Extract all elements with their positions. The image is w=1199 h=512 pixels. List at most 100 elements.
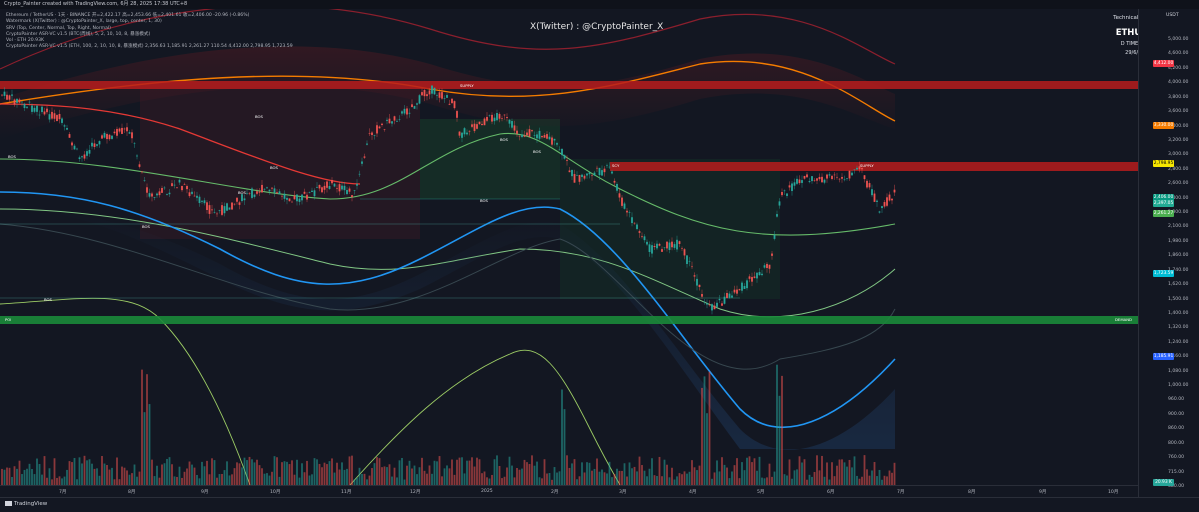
volume-bar xyxy=(621,470,623,485)
candle-body xyxy=(256,191,258,194)
volume-bar xyxy=(158,477,161,485)
volume-bar xyxy=(413,465,416,485)
price-axis[interactable] xyxy=(1138,9,1199,497)
volume-bar xyxy=(741,462,743,485)
volume-bar xyxy=(806,479,808,485)
candle-body xyxy=(673,244,676,248)
volume-bar xyxy=(451,459,453,485)
price-label: 4,412.00 xyxy=(1153,60,1174,67)
candle-body xyxy=(506,117,508,119)
bos-label: BOS xyxy=(142,224,150,229)
candle-body xyxy=(351,195,353,198)
volume-bar xyxy=(616,468,618,485)
candle-body xyxy=(438,92,441,98)
volume-bar xyxy=(96,468,98,485)
volume-bar xyxy=(121,466,123,485)
volume-bar xyxy=(48,468,51,485)
candle-body xyxy=(291,201,293,203)
volume-bar xyxy=(336,462,338,485)
candle-body xyxy=(481,123,483,126)
volume-bar xyxy=(486,477,488,485)
volume-bar xyxy=(716,460,718,485)
volume-bar xyxy=(651,458,653,485)
volume-bar xyxy=(491,474,493,485)
candle-body xyxy=(261,184,263,193)
volume-bar xyxy=(853,456,856,485)
candle-body xyxy=(1,94,3,96)
candle-body xyxy=(511,121,513,128)
candle-body xyxy=(841,176,843,179)
candle-body xyxy=(688,260,691,262)
time-tick: 2月 xyxy=(551,490,559,495)
price-tick: 4,600.00 xyxy=(1168,51,1189,57)
volume-bar xyxy=(111,467,113,485)
tradingview-brand: TradingView xyxy=(14,501,48,507)
price-tick: 3,400.00 xyxy=(1168,123,1189,129)
candle-body xyxy=(478,121,481,125)
time-axis[interactable] xyxy=(0,485,1138,497)
candle-body xyxy=(268,189,271,192)
candle-body xyxy=(136,155,138,157)
candle-body xyxy=(221,205,223,215)
candle-body xyxy=(168,192,171,195)
volume-bar xyxy=(218,474,221,485)
candle-body xyxy=(266,187,268,189)
candle-body xyxy=(281,195,283,197)
orange-line xyxy=(0,60,896,122)
volume-bar xyxy=(678,473,681,485)
volume-bar xyxy=(201,461,203,485)
candle-body xyxy=(98,141,101,145)
candle-body xyxy=(556,143,558,145)
candle-body xyxy=(51,111,53,119)
volume-bar xyxy=(443,468,446,485)
volume-bar xyxy=(876,476,878,485)
candle-body xyxy=(226,203,228,211)
candle-body xyxy=(28,101,31,103)
candle-body xyxy=(533,135,536,136)
volume-bar xyxy=(191,464,193,485)
candle-body xyxy=(743,285,746,289)
lower-band-outer xyxy=(0,223,896,370)
candle-body xyxy=(596,167,598,169)
candle-body xyxy=(11,94,13,96)
legend-volume-line[interactable]: Vol · ETH 20.93K xyxy=(6,38,45,44)
volume-bar xyxy=(366,479,368,485)
volume-bar xyxy=(713,472,716,485)
candle-body xyxy=(463,128,466,135)
price-chart[interactable] xyxy=(0,9,1138,485)
volume-bar xyxy=(223,470,226,485)
volume-bar xyxy=(23,469,26,485)
legend-symbol-line[interactable]: Ethereum / TetherUS · 1天 · BINANCE 开=2,4… xyxy=(6,13,250,18)
volume-bar xyxy=(573,459,576,485)
candle-body xyxy=(76,148,78,150)
candle-body xyxy=(331,180,333,184)
candle-body xyxy=(398,119,401,120)
tradingview-logo[interactable]: TradingView xyxy=(5,501,47,507)
candle-body xyxy=(821,176,823,183)
candle-body xyxy=(528,129,531,137)
candle-body xyxy=(386,119,388,121)
volume-bar xyxy=(138,471,141,485)
candle-body xyxy=(236,197,238,202)
price-tick: 2,400.00 xyxy=(1168,195,1189,201)
legend-asr-eth-line[interactable]: CryptoPainter ASR-VC v1.5 (ETH, 100, 2, … xyxy=(6,44,293,50)
candle-body xyxy=(403,108,406,114)
candle-body xyxy=(363,156,366,158)
volume-bar xyxy=(188,461,191,485)
price-tick: 3,800.00 xyxy=(1168,94,1189,100)
volume-bar xyxy=(238,463,241,485)
volume-bar xyxy=(33,474,36,485)
legend-watermark-line[interactable]: Watermark (X(Twitter) : @CryptoPainter_X… xyxy=(6,19,162,25)
volume-bar xyxy=(868,475,871,485)
legend-asr-btc-line[interactable]: CryptoPainter ASR-VC v1.5 (BTC(周线), 5, 2… xyxy=(6,31,151,37)
legend-srv-line[interactable]: SRV (Top, Center, Normal, Top, Right, No… xyxy=(6,25,111,31)
candle-body xyxy=(573,174,576,183)
volume-bar xyxy=(878,469,881,485)
time-tick: 7月 xyxy=(59,490,67,495)
candle-body xyxy=(96,144,98,146)
supply-label-mid-left: SCY xyxy=(612,163,620,168)
candle-body xyxy=(391,121,393,124)
candle-body xyxy=(153,197,156,198)
volume-bar xyxy=(1,468,3,485)
candle-body xyxy=(173,184,176,186)
